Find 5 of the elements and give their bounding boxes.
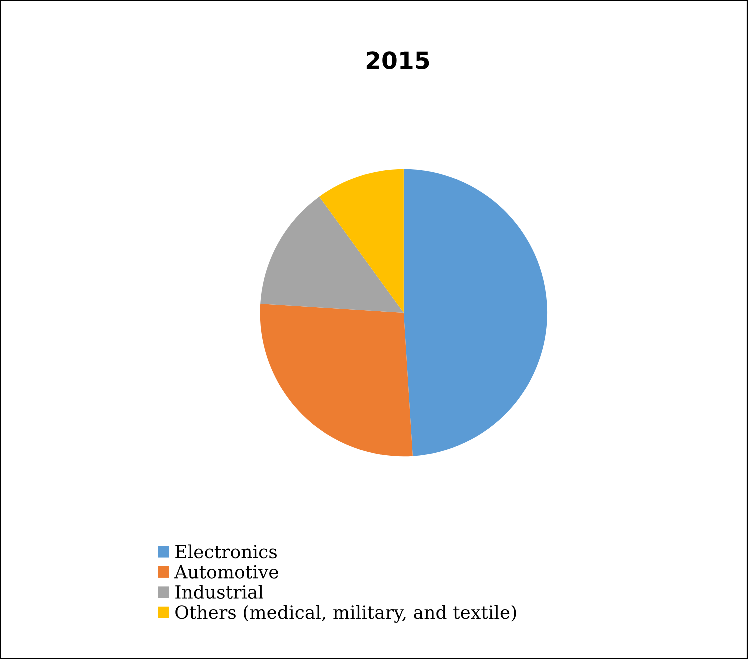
legend-label: Others (medical, military, and textile)	[176, 605, 516, 623]
chart-title: 2015	[366, 52, 430, 70]
legend-label: Electronics	[176, 544, 277, 559]
legend-label: Automotive	[174, 565, 278, 579]
legend-label: Industrial	[176, 585, 264, 600]
